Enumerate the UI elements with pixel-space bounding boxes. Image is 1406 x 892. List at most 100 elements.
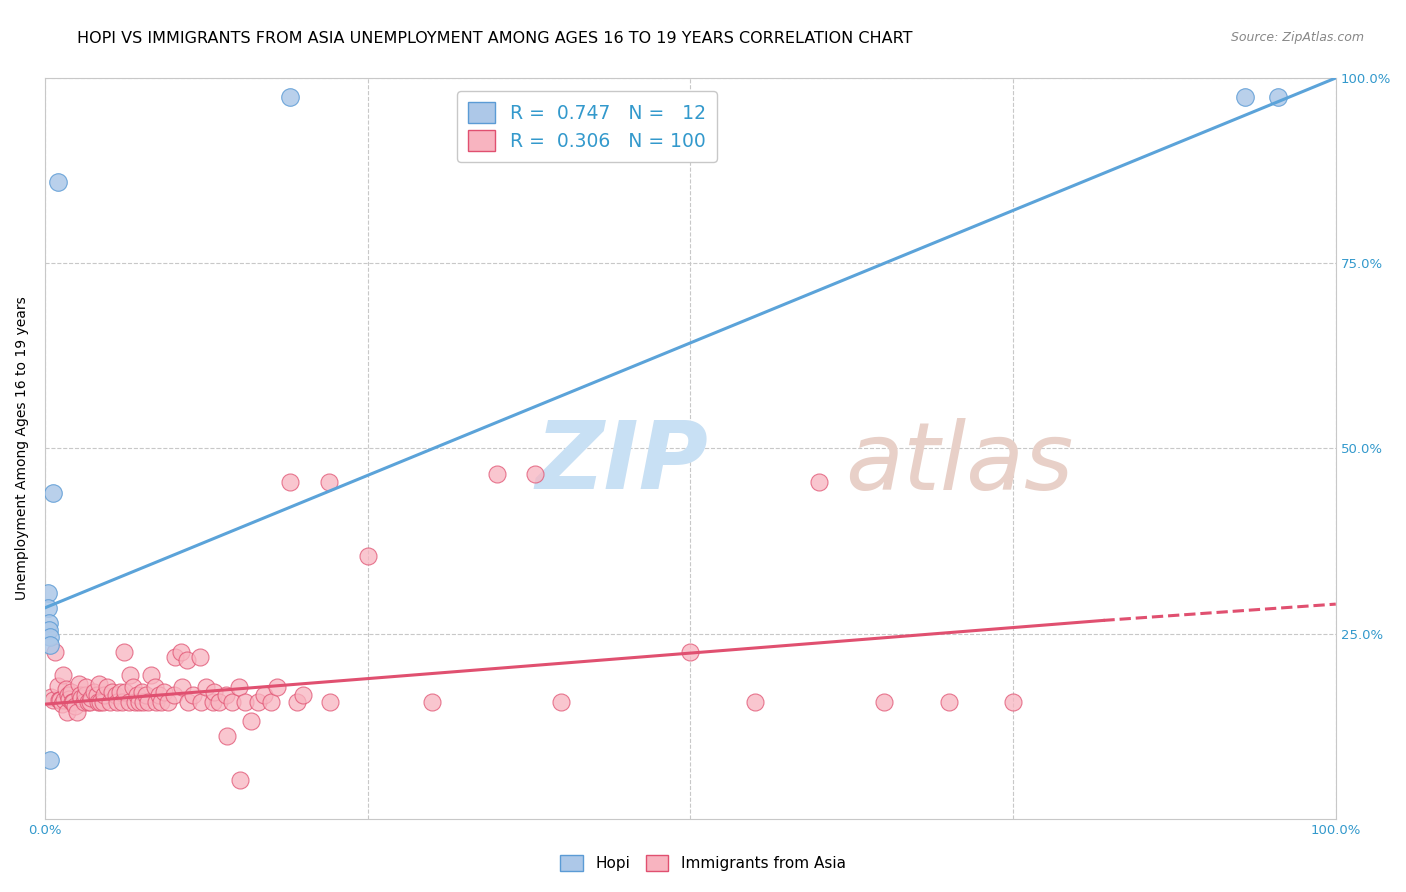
Point — [253, 688, 276, 702]
Point — [938, 695, 960, 709]
Text: atlas: atlas — [845, 417, 1074, 508]
Point — [37, 586, 59, 600]
Point — [101, 684, 124, 698]
Point — [96, 680, 118, 694]
Point — [124, 695, 146, 709]
Point — [86, 688, 108, 702]
Point — [201, 695, 224, 709]
Point — [139, 667, 162, 681]
Point — [55, 682, 77, 697]
Point — [246, 695, 269, 709]
Point — [148, 688, 170, 702]
Point — [120, 667, 142, 681]
Point — [1002, 695, 1025, 709]
Point — [59, 684, 82, 698]
Point — [229, 773, 252, 788]
Point — [121, 680, 143, 694]
Legend: Hopi, Immigrants from Asia: Hopi, Immigrants from Asia — [554, 849, 852, 877]
Point — [202, 684, 225, 698]
Point — [111, 695, 134, 709]
Point — [70, 691, 93, 706]
Point — [808, 475, 831, 489]
Point — [131, 684, 153, 698]
Point — [38, 615, 60, 630]
Point — [114, 684, 136, 698]
Point — [679, 645, 702, 659]
Point — [260, 695, 283, 709]
Point — [89, 677, 111, 691]
Point — [53, 693, 76, 707]
Point — [63, 699, 86, 714]
Point — [285, 695, 308, 709]
Point — [420, 695, 443, 709]
Point — [44, 645, 66, 659]
Point — [80, 691, 103, 706]
Point — [319, 695, 342, 709]
Point — [89, 695, 111, 709]
Point — [108, 684, 131, 698]
Point — [48, 693, 70, 707]
Point — [112, 645, 135, 659]
Point — [136, 695, 159, 709]
Point — [93, 688, 115, 702]
Point — [41, 486, 63, 500]
Point — [60, 695, 83, 709]
Legend: R =  0.747   N =   12, R =  0.306   N = 100: R = 0.747 N = 12, R = 0.306 N = 100 — [457, 91, 717, 162]
Point — [46, 175, 69, 189]
Point — [744, 695, 766, 709]
Point — [135, 688, 157, 702]
Point — [118, 695, 141, 709]
Point — [46, 679, 69, 693]
Y-axis label: Unemployment Among Ages 16 to 19 years: Unemployment Among Ages 16 to 19 years — [15, 297, 30, 600]
Point — [215, 729, 238, 743]
Point — [66, 705, 89, 719]
Point — [156, 695, 179, 709]
Point — [176, 653, 198, 667]
Point — [67, 677, 90, 691]
Point — [278, 475, 301, 489]
Point — [62, 695, 84, 709]
Point — [51, 697, 73, 711]
Point — [165, 650, 187, 665]
Text: ZIP: ZIP — [536, 417, 709, 509]
Point — [152, 684, 174, 698]
Point — [39, 631, 62, 645]
Point — [58, 688, 80, 702]
Point — [143, 680, 166, 694]
Point — [170, 680, 193, 694]
Point — [177, 695, 200, 709]
Point — [145, 695, 167, 709]
Point — [39, 638, 62, 652]
Point — [169, 645, 191, 659]
Point — [37, 600, 59, 615]
Point — [125, 688, 148, 702]
Point — [873, 695, 896, 709]
Point — [52, 667, 75, 681]
Point — [104, 688, 127, 702]
Point — [41, 693, 63, 707]
Text: HOPI VS IMMIGRANTS FROM ASIA UNEMPLOYMENT AMONG AGES 16 TO 19 YEARS CORRELATION : HOPI VS IMMIGRANTS FROM ASIA UNEMPLOYMEN… — [77, 31, 912, 46]
Point — [87, 695, 110, 709]
Point — [190, 695, 212, 709]
Point — [105, 695, 128, 709]
Point — [485, 467, 508, 482]
Point — [188, 650, 211, 665]
Point — [83, 684, 105, 698]
Point — [292, 688, 315, 702]
Point — [58, 692, 80, 706]
Point — [98, 695, 121, 709]
Point — [183, 688, 205, 702]
Point — [38, 623, 60, 637]
Point — [228, 680, 250, 694]
Point — [75, 680, 97, 694]
Point — [41, 690, 63, 704]
Point — [278, 89, 301, 103]
Point — [128, 695, 150, 709]
Point — [1234, 89, 1257, 103]
Point — [91, 695, 114, 709]
Point — [318, 475, 340, 489]
Point — [357, 549, 380, 563]
Point — [221, 695, 243, 709]
Point — [208, 695, 231, 709]
Point — [73, 688, 96, 702]
